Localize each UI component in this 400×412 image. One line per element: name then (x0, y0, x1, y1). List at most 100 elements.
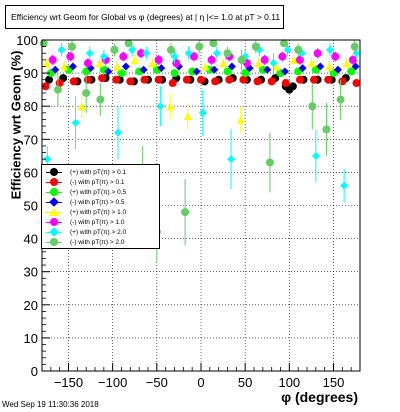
data-point (157, 64, 166, 73)
legend: (+) with pT(π) > 0.1 (-) with pT(π) > 0.1… (41, 164, 160, 249)
data-point (124, 39, 133, 48)
data-point (225, 75, 234, 84)
data-point (322, 125, 331, 134)
legend-marker-icon (46, 227, 62, 237)
data-point (166, 102, 175, 111)
y-tick-label: 50 (24, 199, 38, 214)
data-point (255, 45, 264, 54)
data-point (170, 52, 179, 61)
data-point (68, 62, 77, 71)
legend-entry: (+) with pT(π) > 2.0 (46, 227, 159, 237)
data-point (170, 69, 179, 78)
x-tick-label: 0 (197, 375, 204, 390)
data-point (184, 49, 193, 58)
data-point (308, 102, 317, 111)
data-point (236, 115, 245, 124)
data-point (183, 112, 192, 121)
data-point (156, 102, 165, 111)
data-point (83, 59, 92, 68)
data-point (104, 67, 113, 76)
data-point (112, 75, 121, 84)
series-3 (51, 62, 360, 76)
legend-entry: (-) with pT(π) > 2.0 (46, 237, 159, 247)
series-5 (48, 48, 357, 69)
data-point (241, 69, 250, 78)
data-point (113, 128, 122, 137)
data-point (140, 75, 149, 84)
data-point (211, 77, 220, 86)
y-tick-label: 100 (16, 33, 38, 48)
data-point (42, 59, 51, 68)
legend-entry: (+) with pT(π) > 0.1 (46, 167, 159, 177)
series-4 (42, 54, 351, 133)
data-point (351, 62, 360, 71)
y-tick-label: 10 (24, 331, 38, 346)
data-point (139, 65, 148, 74)
data-point (272, 62, 281, 71)
legend-label: (+) with pT(π) > 1.0 (70, 208, 127, 216)
data-point (110, 45, 119, 54)
data-point (71, 118, 80, 127)
data-point (212, 49, 221, 58)
data-point (325, 45, 334, 54)
data-point (154, 55, 163, 64)
data-point (95, 59, 104, 68)
y-tick-label: 80 (24, 99, 38, 114)
data-point (197, 75, 205, 84)
timestamp: Wed Sep 19 11:30:36 2018 (2, 400, 99, 409)
data-point (192, 67, 201, 76)
data-point (53, 85, 62, 94)
y-tick-label: 30 (24, 265, 38, 280)
legend-label: (-) with pT(π) > 2.0 (70, 238, 125, 246)
legend-marker-icon (46, 177, 62, 187)
data-point (154, 75, 163, 84)
legend-marker-icon (46, 197, 62, 207)
data-point (198, 108, 207, 117)
data-point (130, 55, 139, 64)
y-tick-label: 70 (24, 132, 38, 147)
data-point (68, 42, 77, 51)
x-tick-label: −50 (146, 375, 168, 390)
data-point (85, 49, 94, 58)
data-point (298, 64, 307, 73)
legend-entry: (+) with pT(π) > 0.5 (46, 187, 159, 197)
data-point (66, 52, 75, 61)
y-axis-label: Efficiency wrt Geom (%) (8, 50, 24, 200)
series-1 (41, 74, 361, 91)
data-point (43, 155, 52, 164)
data-point (128, 45, 137, 54)
legend-entry: (-) with pT(π) > 0.5 (46, 197, 159, 207)
legend-entry: (-) with pT(π) > 1.0 (46, 217, 159, 227)
data-point (280, 39, 289, 48)
data-point (136, 49, 145, 58)
x-tick-label: 50 (238, 375, 252, 390)
chart-title: Efficiency wrt Geom for Global vs φ (deg… (5, 5, 284, 29)
data-point (253, 77, 262, 86)
data-point (295, 75, 304, 84)
data-point (325, 62, 334, 71)
data-point (352, 79, 361, 88)
legend-marker-icon (46, 167, 62, 177)
data-point (219, 59, 228, 68)
data-point (278, 52, 287, 61)
legend-marker-icon (46, 217, 62, 227)
data-point (251, 42, 260, 51)
legend-entry: (+) with pT(π) > 1.0 (46, 207, 159, 217)
data-point (51, 65, 60, 74)
data-point (57, 45, 66, 54)
data-point (69, 77, 78, 86)
data-point (209, 39, 218, 48)
data-point (210, 65, 219, 74)
data-point (267, 77, 276, 86)
legend-marker-icon (46, 237, 62, 247)
data-point (189, 52, 198, 61)
data-point (60, 62, 69, 71)
x-axis-label: φ (degrees) (281, 389, 358, 405)
data-point (254, 59, 263, 68)
data-point (98, 74, 107, 83)
data-point (113, 62, 122, 71)
data-point (307, 59, 316, 68)
data-point (333, 65, 342, 74)
data-point (223, 67, 232, 76)
